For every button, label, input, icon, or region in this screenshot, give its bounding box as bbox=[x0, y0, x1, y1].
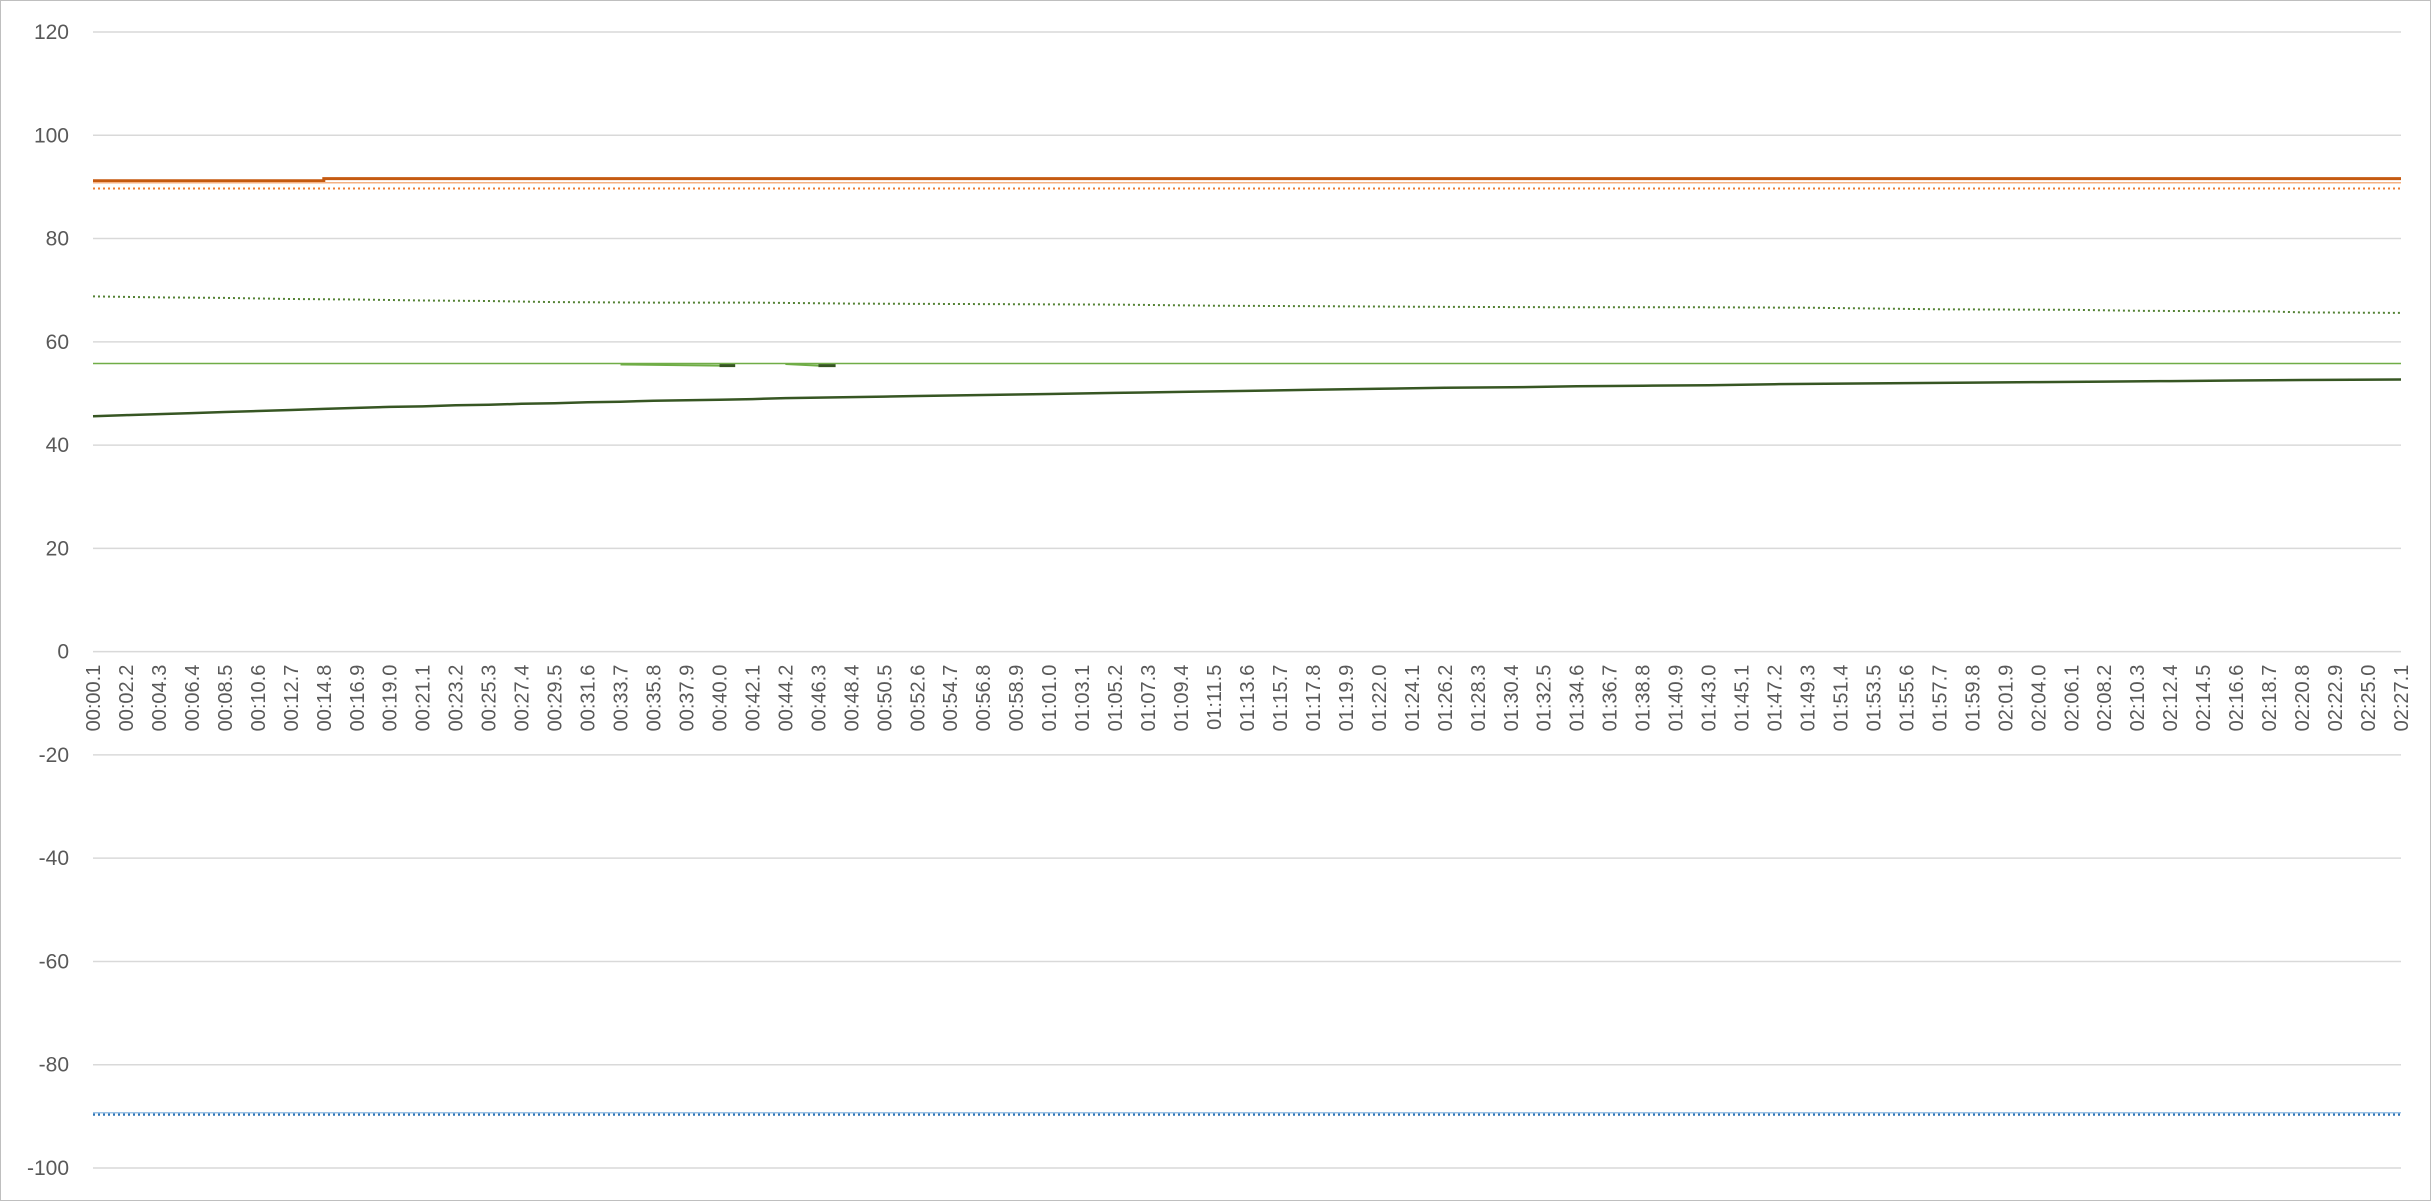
x-tick-label: 01:32.5 bbox=[1534, 665, 1556, 732]
y-tick-label: 20 bbox=[46, 537, 69, 560]
y-tick-label: -60 bbox=[39, 950, 69, 973]
x-tick-label: 01:01.0 bbox=[1039, 665, 1061, 732]
x-tick-label: 02:01.9 bbox=[1995, 665, 2017, 732]
x-tick-label: 01:28.3 bbox=[1468, 665, 1490, 732]
x-tick-label: 00:56.8 bbox=[973, 665, 995, 732]
x-tick-label: 02:08.2 bbox=[2094, 665, 2116, 732]
x-tick-label: 01:26.2 bbox=[1435, 665, 1457, 732]
x-tick-label: 00:46.3 bbox=[808, 665, 830, 732]
x-tick-label: 00:19.0 bbox=[380, 665, 402, 732]
x-tick-label: 01:57.7 bbox=[1929, 665, 1951, 732]
x-tick-label: 01:30.4 bbox=[1501, 665, 1523, 732]
x-tick-label: 00:52.6 bbox=[907, 665, 929, 732]
x-tick-label: 00:04.3 bbox=[149, 665, 171, 732]
x-tick-label: 01:24.1 bbox=[1402, 665, 1424, 732]
x-tick-label: 02:14.5 bbox=[2193, 665, 2215, 732]
y-tick-label: 80 bbox=[46, 228, 69, 251]
x-tick-label: 01:55.6 bbox=[1896, 665, 1918, 732]
x-tick-label: 01:47.2 bbox=[1765, 665, 1787, 732]
x-tick-label: 02:20.8 bbox=[2292, 665, 2314, 732]
series-line-8 bbox=[785, 363, 819, 367]
x-tick-label: 01:51.4 bbox=[1830, 665, 1852, 732]
x-tick-label: 01:40.9 bbox=[1666, 665, 1688, 732]
gridlines bbox=[93, 31, 2401, 1169]
series-lines bbox=[92, 177, 2402, 1116]
series-line-1 bbox=[93, 177, 2401, 183]
x-tick-label: 00:44.2 bbox=[775, 665, 797, 732]
x-tick-label: 01:59.8 bbox=[1962, 665, 1984, 732]
x-tick-label: 01:49.3 bbox=[1798, 665, 1820, 732]
x-tick-label: 01:07.3 bbox=[1138, 665, 1160, 732]
x-tick-label: 00:40.0 bbox=[709, 665, 731, 732]
y-axis-tick-labels: -100 -80 -60 -40 -20 0 20 40 60 80 100 120 bbox=[27, 21, 69, 1180]
x-tick-label: 00:21.1 bbox=[413, 665, 435, 732]
x-tick-label: 02:06.1 bbox=[2061, 665, 2083, 732]
x-tick-label: 01:11.5 bbox=[1204, 665, 1226, 730]
x-tick-label: 02:16.6 bbox=[2226, 665, 2248, 732]
series-line-10 bbox=[92, 378, 2402, 418]
y-tick-label: -40 bbox=[39, 847, 69, 870]
x-tick-label: 00:50.5 bbox=[874, 665, 896, 732]
x-tick-label: 00:12.7 bbox=[281, 665, 303, 732]
x-tick-label: 00:27.4 bbox=[512, 665, 534, 732]
x-tick-label: 00:14.8 bbox=[314, 665, 336, 732]
x-tick-label: 01:22.0 bbox=[1369, 665, 1391, 732]
y-tick-label: -80 bbox=[39, 1054, 69, 1077]
x-axis-tick-labels: 00:00.1 00:02.2 00:04.3 00:06.4 00:08.5 00:10… bbox=[83, 665, 2413, 732]
x-tick-label: 00:25.3 bbox=[479, 665, 501, 732]
x-tick-label: 01:19.9 bbox=[1336, 665, 1358, 732]
x-tick-label: 02:22.9 bbox=[2325, 665, 2347, 732]
y-tick-label: 100 bbox=[34, 124, 69, 147]
x-tick-label: 00:48.4 bbox=[841, 665, 863, 732]
x-tick-label: 01:05.2 bbox=[1105, 665, 1127, 732]
x-tick-label: 00:42.1 bbox=[742, 665, 764, 732]
x-tick-label: 00:54.7 bbox=[940, 665, 962, 732]
y-tick-label: 40 bbox=[46, 434, 69, 457]
x-tick-label: 00:23.2 bbox=[446, 665, 468, 732]
x-tick-label: 01:17.8 bbox=[1303, 665, 1325, 732]
series-line-4 bbox=[92, 295, 2402, 314]
x-tick-label: 00:37.9 bbox=[676, 665, 698, 732]
x-tick-label: 00:06.4 bbox=[182, 665, 204, 732]
x-tick-label: 01:09.4 bbox=[1171, 665, 1193, 732]
x-tick-label: 01:03.1 bbox=[1072, 665, 1094, 732]
x-tick-label: 01:13.6 bbox=[1237, 665, 1259, 732]
y-tick-label: -20 bbox=[39, 744, 69, 767]
y-tick-label: 60 bbox=[46, 331, 69, 354]
x-tick-label: 00:02.2 bbox=[116, 665, 138, 732]
x-tick-label: 02:27.1 bbox=[2391, 665, 2413, 732]
x-tick-label: 02:12.4 bbox=[2160, 665, 2182, 732]
y-tick-label: -100 bbox=[27, 1157, 69, 1180]
x-tick-label: 00:00.1 bbox=[83, 665, 105, 732]
y-tick-label: 120 bbox=[34, 21, 69, 44]
x-tick-label: 01:43.0 bbox=[1699, 665, 1721, 732]
x-tick-label: 00:35.8 bbox=[644, 665, 666, 732]
x-tick-label: 00:29.5 bbox=[545, 665, 567, 732]
x-tick-label: 01:34.6 bbox=[1567, 665, 1589, 732]
x-tick-label: 00:10.6 bbox=[248, 665, 270, 732]
x-tick-label: 01:36.7 bbox=[1600, 665, 1622, 732]
x-tick-label: 02:04.0 bbox=[2028, 665, 2050, 732]
y-tick-label: 0 bbox=[57, 641, 69, 664]
x-tick-label: 00:31.6 bbox=[578, 665, 600, 732]
x-tick-label: 01:53.5 bbox=[1863, 665, 1885, 732]
x-tick-label: 02:10.3 bbox=[2127, 665, 2149, 732]
x-tick-label: 02:18.7 bbox=[2259, 665, 2281, 732]
x-tick-label: 00:16.9 bbox=[347, 665, 369, 732]
x-tick-label: 00:08.5 bbox=[215, 665, 237, 732]
series-line-6 bbox=[620, 363, 720, 367]
x-tick-label: 00:33.7 bbox=[611, 665, 633, 732]
x-tick-label: 01:45.1 bbox=[1732, 665, 1754, 732]
x-tick-label: 01:15.7 bbox=[1270, 665, 1292, 732]
x-tick-label: 02:25.0 bbox=[2358, 665, 2380, 732]
x-tick-label: 01:38.8 bbox=[1633, 665, 1655, 732]
x-tick-label: 00:58.9 bbox=[1006, 665, 1028, 732]
